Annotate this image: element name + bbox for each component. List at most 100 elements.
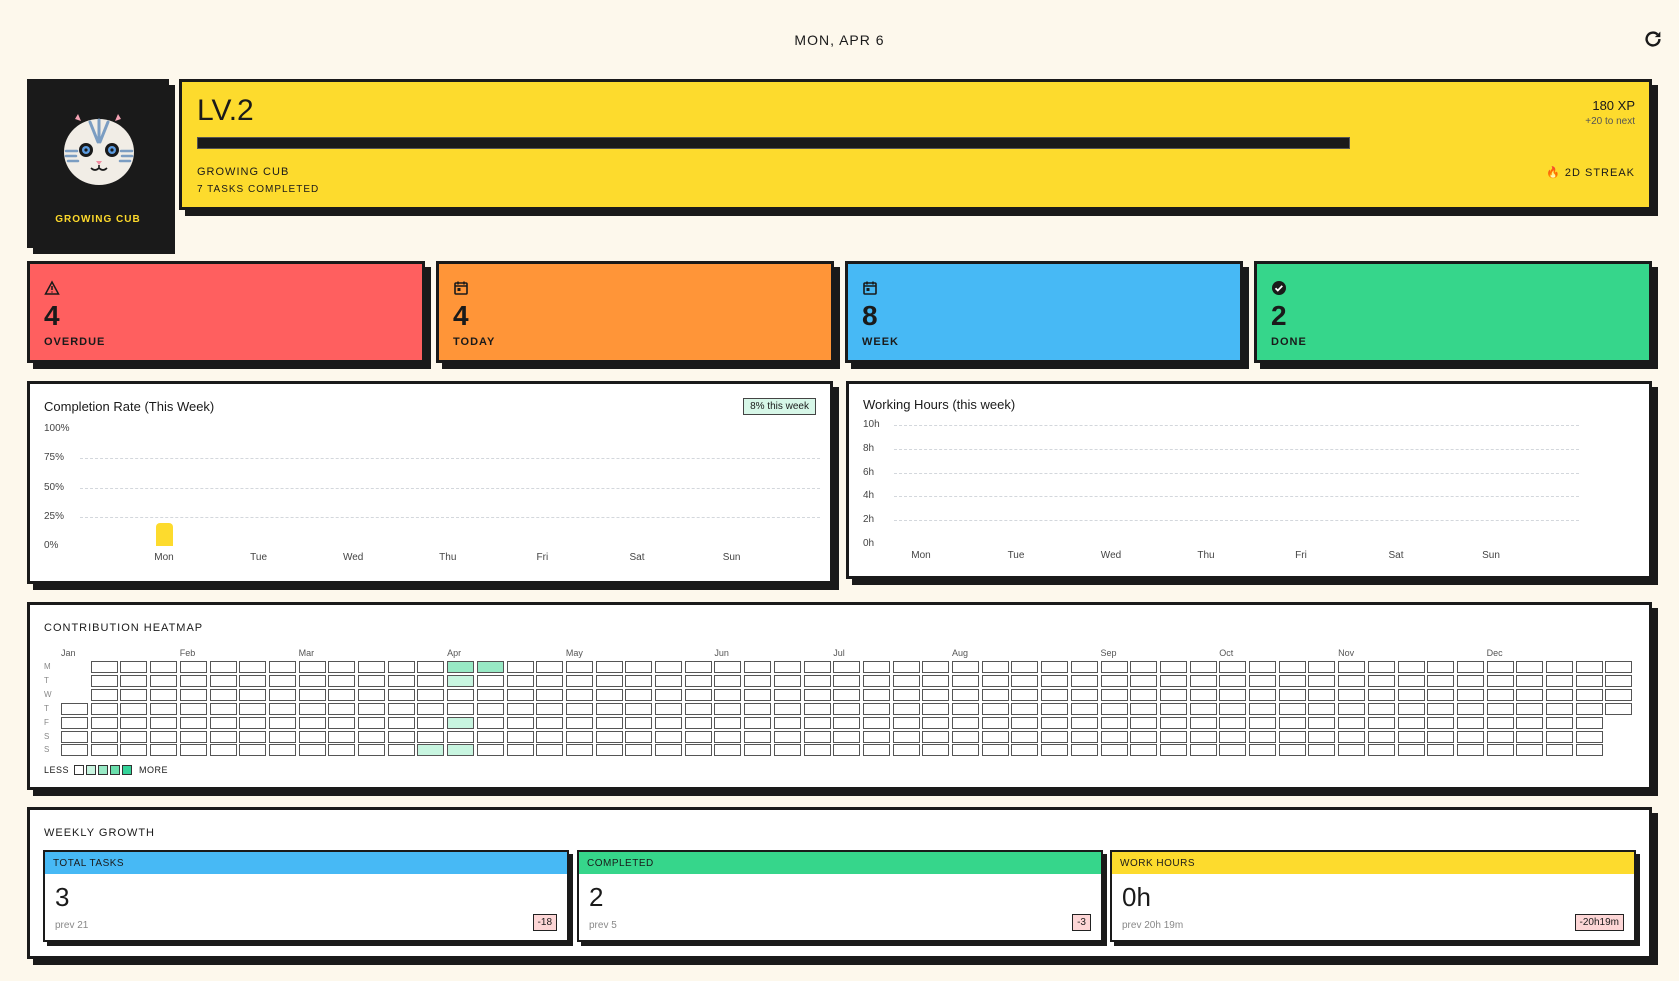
heatmap-cell[interactable]	[1486, 661, 1514, 673]
heatmap-cell[interactable]	[536, 674, 564, 687]
heatmap-cell[interactable]	[536, 716, 564, 729]
heatmap-cell[interactable]	[1575, 661, 1603, 673]
heatmap-cell[interactable]	[298, 661, 326, 673]
heatmap-cell[interactable]	[150, 744, 178, 757]
heatmap-cell[interactable]	[1130, 702, 1158, 715]
heatmap-cell[interactable]	[1041, 744, 1069, 757]
heatmap-cell[interactable]	[714, 688, 742, 701]
heatmap-cell[interactable]	[1546, 716, 1573, 729]
heatmap-cell[interactable]	[922, 730, 950, 743]
heatmap-cell[interactable]	[1219, 730, 1247, 743]
heatmap-cell[interactable]	[1575, 688, 1603, 701]
heatmap-cell[interactable]	[714, 661, 742, 673]
heatmap-cell[interactable]	[120, 744, 148, 757]
refresh-icon[interactable]	[1642, 28, 1664, 50]
heatmap-cell[interactable]	[1486, 674, 1514, 687]
heatmap-cell[interactable]	[1397, 730, 1425, 743]
heatmap-cell[interactable]	[684, 702, 712, 715]
heatmap-cell[interactable]	[892, 730, 920, 743]
heatmap-cell[interactable]	[1041, 730, 1069, 743]
heatmap-cell[interactable]	[1041, 688, 1069, 701]
heatmap-cell[interactable]	[90, 716, 118, 729]
heatmap-cell[interactable]	[239, 688, 267, 701]
heatmap-cell[interactable]	[1367, 716, 1395, 729]
heatmap-cell[interactable]	[1516, 702, 1544, 715]
heatmap-cell[interactable]	[1011, 730, 1039, 743]
heatmap-cell[interactable]	[981, 702, 1009, 715]
heatmap-cell[interactable]	[1011, 688, 1039, 701]
heatmap-cell[interactable]	[1516, 674, 1544, 687]
heatmap-cell[interactable]	[536, 688, 564, 701]
heatmap-cell[interactable]	[150, 688, 178, 701]
heatmap-cell[interactable]	[1397, 688, 1425, 701]
heatmap-cell[interactable]	[447, 716, 475, 729]
heatmap-cell[interactable]	[1427, 661, 1455, 673]
heatmap-cell[interactable]	[1249, 716, 1276, 729]
heatmap-cell[interactable]	[61, 744, 88, 757]
heatmap-cell[interactable]	[565, 744, 593, 757]
heatmap-cell[interactable]	[1100, 730, 1128, 743]
heatmap-cell[interactable]	[833, 674, 861, 687]
heatmap-cell[interactable]	[1249, 744, 1276, 757]
heatmap-cell[interactable]	[328, 744, 356, 757]
heatmap-cell[interactable]	[1070, 661, 1098, 673]
heatmap-cell[interactable]	[387, 730, 415, 743]
heatmap-cell[interactable]	[358, 702, 385, 715]
heatmap-cell[interactable]	[952, 716, 979, 729]
heatmap-cell[interactable]	[506, 744, 534, 757]
heatmap-cell[interactable]	[922, 674, 950, 687]
heatmap-cell[interactable]	[417, 702, 445, 715]
heatmap-cell[interactable]	[1456, 730, 1484, 743]
heatmap-cell[interactable]	[1278, 661, 1306, 673]
heatmap-cell[interactable]	[1486, 744, 1514, 757]
heatmap-cell[interactable]	[1456, 661, 1484, 673]
heatmap-cell[interactable]	[744, 730, 772, 743]
heatmap-cell[interactable]	[506, 702, 534, 715]
heatmap-cell[interactable]	[90, 702, 118, 715]
heatmap-cell[interactable]	[1397, 702, 1425, 715]
heatmap-cell[interactable]	[358, 744, 385, 757]
heatmap-cell[interactable]	[684, 716, 712, 729]
heatmap-cell[interactable]	[1397, 744, 1425, 757]
heatmap-cell[interactable]	[328, 688, 356, 701]
heatmap-cell[interactable]	[1575, 674, 1603, 687]
heatmap-cell[interactable]	[1546, 661, 1573, 673]
heatmap-cell[interactable]	[684, 674, 712, 687]
heatmap-cell[interactable]	[1189, 674, 1217, 687]
heatmap-cell[interactable]	[1605, 674, 1633, 687]
heatmap-cell[interactable]	[1011, 744, 1039, 757]
heatmap-cell[interactable]	[120, 674, 148, 687]
heatmap-cell[interactable]	[1011, 661, 1039, 673]
heatmap-cell[interactable]	[1219, 744, 1247, 757]
heatmap-cell[interactable]	[1516, 688, 1544, 701]
heatmap-cell[interactable]	[595, 716, 623, 729]
heatmap-cell[interactable]	[1159, 661, 1187, 673]
heatmap-cell[interactable]	[298, 730, 326, 743]
heatmap-cell[interactable]	[417, 730, 445, 743]
heatmap-cell[interactable]	[447, 730, 475, 743]
heatmap-cell[interactable]	[179, 674, 207, 687]
heatmap-cell[interactable]	[1130, 688, 1158, 701]
heatmap-cell[interactable]	[536, 702, 564, 715]
heatmap-cell[interactable]	[387, 744, 415, 757]
heatmap-cell[interactable]	[1219, 716, 1247, 729]
heatmap-cell[interactable]	[209, 674, 237, 687]
heatmap-cell[interactable]	[565, 661, 593, 673]
heatmap-cell[interactable]	[1011, 674, 1039, 687]
heatmap-cell[interactable]	[595, 688, 623, 701]
heatmap-cell[interactable]	[892, 744, 920, 757]
heatmap-cell[interactable]	[922, 688, 950, 701]
heatmap-cell[interactable]	[625, 661, 653, 673]
heatmap-cell[interactable]	[358, 661, 385, 673]
heatmap-cell[interactable]	[625, 702, 653, 715]
heatmap-cell[interactable]	[536, 744, 564, 757]
heatmap-cell[interactable]	[1605, 661, 1633, 673]
heatmap-cell[interactable]	[1546, 688, 1573, 701]
heatmap-cell[interactable]	[298, 716, 326, 729]
heatmap-cell[interactable]	[625, 674, 653, 687]
heatmap-cell[interactable]	[803, 702, 831, 715]
heatmap-cell[interactable]	[1159, 744, 1187, 757]
heatmap-cell[interactable]	[1130, 674, 1158, 687]
heatmap-cell[interactable]	[1456, 744, 1484, 757]
heatmap-cell[interactable]	[90, 688, 118, 701]
